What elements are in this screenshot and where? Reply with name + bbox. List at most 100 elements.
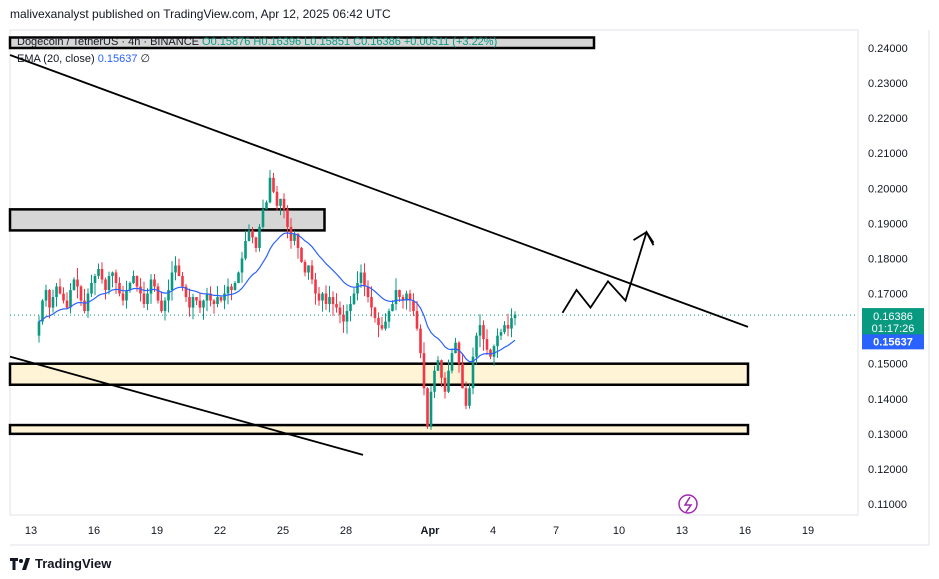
candle-body <box>464 388 468 406</box>
candle-body <box>233 283 237 291</box>
legend-symbol-row[interactable]: Dogecoin / TetherUS · 4h · BINANCE O0.15… <box>17 36 497 48</box>
candle-body <box>457 342 461 364</box>
candle-body <box>433 370 436 392</box>
ema-line <box>38 232 516 363</box>
candle-body <box>363 272 366 287</box>
tradingview-brand[interactable]: TradingView <box>10 556 111 571</box>
candle-body <box>324 293 328 305</box>
candle-body <box>240 258 244 273</box>
candle-body <box>107 276 111 291</box>
y-tick-label: 0.14000 <box>868 394 908 406</box>
candle-body <box>377 318 380 326</box>
candle-body <box>450 353 454 371</box>
candle-body <box>461 363 464 389</box>
candle-body <box>58 286 62 294</box>
candle-body <box>167 290 170 301</box>
y-tick-label: 0.24000 <box>868 43 908 55</box>
candle-body <box>296 233 300 248</box>
candle-body <box>69 290 72 308</box>
candle-body <box>401 297 405 301</box>
candle-body <box>485 339 489 350</box>
candle-body <box>163 300 167 312</box>
grid <box>9 29 930 546</box>
candle-body <box>149 279 153 294</box>
x-tick-label: 4 <box>490 525 496 537</box>
candle-body <box>408 293 412 301</box>
candle-body <box>321 293 324 301</box>
x-tick-label: 10 <box>613 525 625 537</box>
candle-body <box>349 304 352 312</box>
x-tick-label: 19 <box>151 525 163 537</box>
candle-body <box>513 314 517 319</box>
ema-price-value: 0.15637 <box>873 336 913 348</box>
lightning-icon <box>678 494 698 514</box>
candle-body <box>97 268 100 276</box>
candle-body <box>503 325 506 333</box>
candle-body <box>55 286 58 298</box>
candle-body <box>286 209 289 227</box>
candle-body <box>93 276 97 284</box>
legend-ema-label: EMA (20, close) <box>17 53 95 65</box>
candle-body <box>198 300 202 308</box>
zone-resistance <box>8 36 596 50</box>
candle-body <box>471 356 475 389</box>
candle-body <box>489 349 492 357</box>
candle-body <box>247 230 251 241</box>
y-tick-label: 0.20000 <box>868 183 908 195</box>
candle-body <box>447 370 450 392</box>
candle-body <box>300 247 303 262</box>
candle-body <box>422 353 426 389</box>
trendline <box>9 355 364 456</box>
legend-ema-value: 0.15637 <box>97 53 138 65</box>
axes: 0.24000 0.23000 0.22000 0.21000 0.20000 0.190… <box>25 43 908 537</box>
tradingview-logo-icon <box>10 557 30 570</box>
lightning-icon <box>683 496 693 513</box>
candle-body <box>195 297 198 301</box>
brand-name: TradingView <box>35 556 112 571</box>
candle-body <box>191 297 195 308</box>
candle-body <box>331 297 335 305</box>
last-price-tag <box>862 308 924 337</box>
candle-body <box>111 272 114 276</box>
legend-ema-row[interactable]: EMA (20, close) 0.15637 ∅ <box>17 52 150 65</box>
candle-body <box>356 283 359 294</box>
candle-body <box>160 300 163 312</box>
candle-body <box>254 237 258 248</box>
zones <box>8 36 750 436</box>
candle-body <box>268 177 272 203</box>
candle-body <box>443 377 447 392</box>
candle-body <box>496 335 499 347</box>
candle-body <box>76 279 79 287</box>
candle-body <box>65 300 69 308</box>
last-price-countdown: 01:17:26 <box>872 323 915 335</box>
candle-body <box>429 391 433 427</box>
candle-body <box>142 293 146 305</box>
candle-body <box>72 279 76 291</box>
candle-body <box>83 300 86 312</box>
candle-body <box>314 279 317 294</box>
candle-body <box>188 297 191 308</box>
candle-body <box>146 293 149 305</box>
candle-body <box>328 297 331 305</box>
candle-body <box>230 286 233 291</box>
candles <box>37 170 517 430</box>
candle-body <box>219 297 223 301</box>
candle-body <box>51 297 55 308</box>
candle-body <box>510 318 513 329</box>
candle-body <box>209 293 212 301</box>
candle-body <box>426 388 429 427</box>
projection-path <box>561 230 698 514</box>
candle-body <box>352 293 356 305</box>
candle-body <box>216 297 219 305</box>
candle-body <box>261 209 265 227</box>
candle-body <box>251 230 254 238</box>
y-tick-label: 0.12000 <box>868 464 908 476</box>
candle-body <box>398 290 401 298</box>
candle-body <box>205 293 209 301</box>
candle-body <box>202 300 205 308</box>
y-tick-label: 0.11000 <box>868 499 907 511</box>
candle-body <box>48 290 51 308</box>
candle-body <box>226 286 230 294</box>
